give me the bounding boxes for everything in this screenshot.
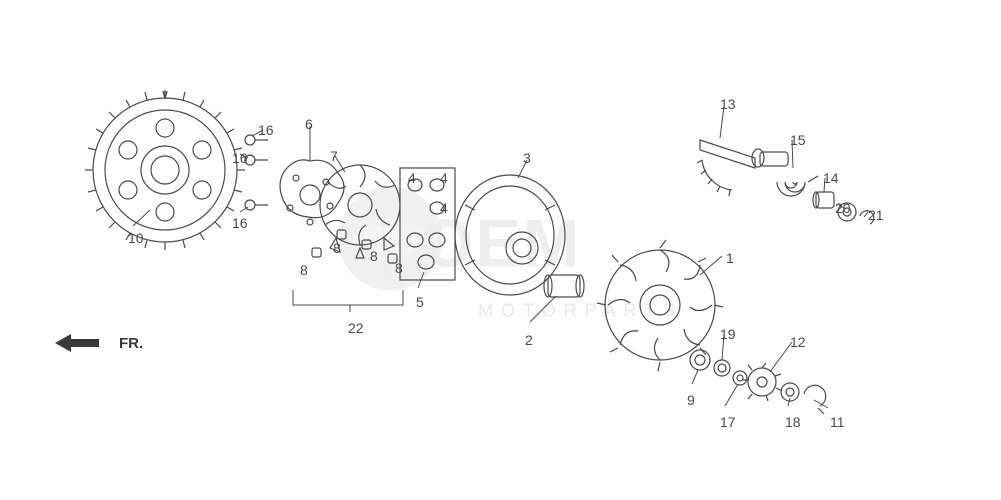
callout-22: 22: [348, 320, 364, 336]
callout-4a: 4: [408, 170, 416, 186]
callout-1: 1: [726, 250, 734, 266]
callout-9: 9: [687, 392, 695, 408]
callout-11: 11: [830, 414, 845, 430]
callout-8b: 8: [333, 240, 341, 256]
callout-10: 10: [128, 230, 144, 246]
callout-2: 2: [525, 332, 533, 348]
callout-21: 21: [868, 207, 884, 223]
part-bolts: [245, 135, 268, 210]
callout-8a: 8: [300, 262, 308, 278]
fr-direction-arrow: FR.: [55, 332, 143, 354]
callout-16a: 16: [258, 122, 274, 138]
part-ramp-plate: [280, 160, 344, 225]
callout-6: 6: [305, 116, 313, 132]
callout-5: 5: [416, 294, 424, 310]
part-assy-bracket: [293, 290, 403, 305]
callout-20: 20: [835, 200, 851, 216]
callout-4c: 4: [440, 200, 448, 216]
part-lower-chain: [690, 350, 826, 414]
callout-8d: 8: [395, 260, 403, 276]
callout-16c: 16: [232, 215, 248, 231]
callout-4b: 4: [440, 170, 448, 186]
callout-17: 17: [720, 414, 736, 430]
callout-15: 15: [790, 132, 806, 148]
callout-14: 14: [823, 170, 839, 186]
callout-7: 7: [330, 148, 338, 164]
callout-13: 13: [720, 96, 736, 112]
part-starter-gear: [93, 92, 237, 242]
callout-18: 18: [785, 414, 801, 430]
callout-19: 19: [720, 326, 736, 342]
fr-label: FR.: [119, 335, 143, 352]
callout-12: 12: [790, 334, 806, 350]
diagram-canvas: OEM MOTORPARTS: [0, 0, 1001, 500]
callout-3: 3: [523, 150, 531, 166]
exploded-view-svg: [0, 0, 1001, 500]
gear-teeth: [85, 90, 245, 250]
callout-8c: 8: [370, 248, 378, 264]
callout-16b: 16: [232, 150, 248, 166]
part-boss: [544, 275, 584, 297]
